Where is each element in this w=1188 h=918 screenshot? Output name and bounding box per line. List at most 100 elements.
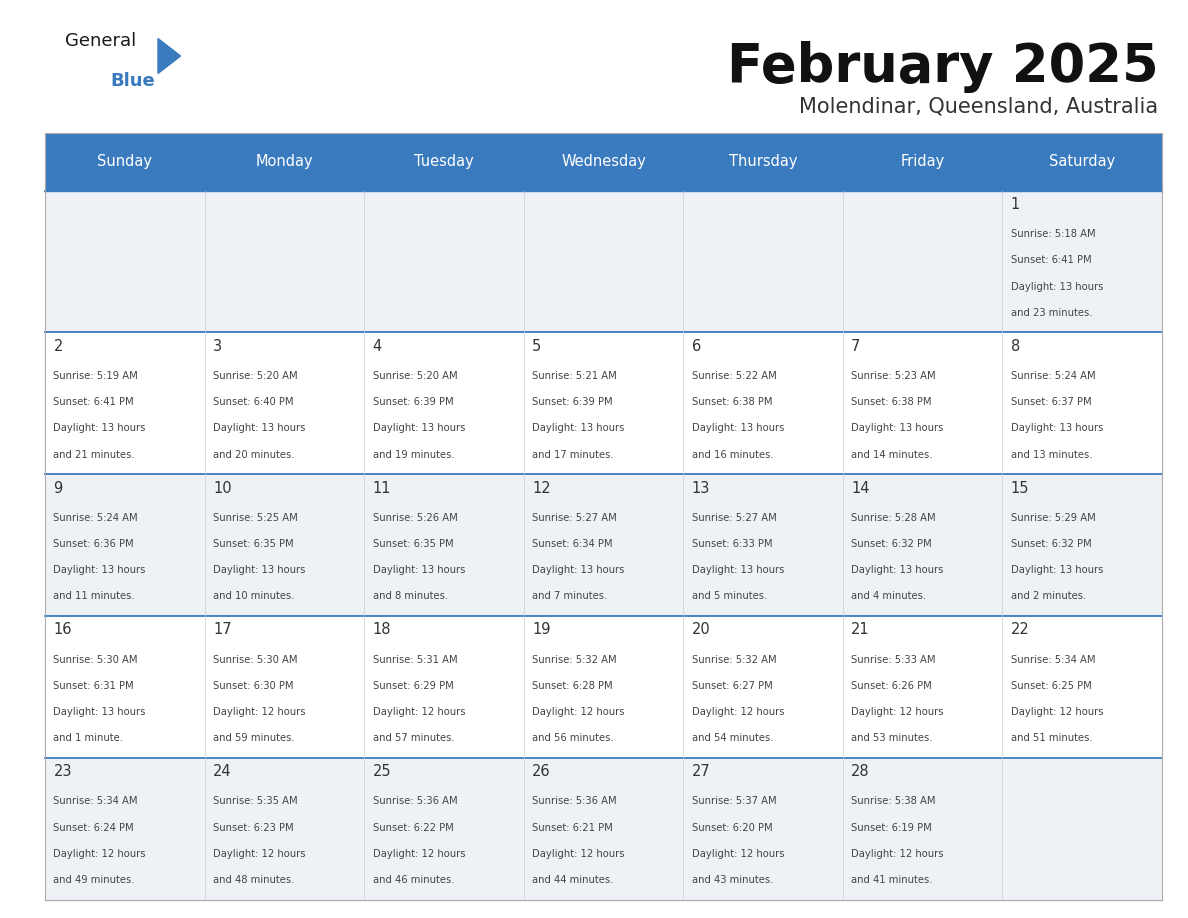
Text: 18: 18 bbox=[373, 622, 391, 637]
Text: Sunset: 6:28 PM: Sunset: 6:28 PM bbox=[532, 681, 613, 691]
Text: and 41 minutes.: and 41 minutes. bbox=[851, 875, 933, 885]
Text: 16: 16 bbox=[53, 622, 72, 637]
Text: 5: 5 bbox=[532, 339, 542, 353]
Text: Sunset: 6:32 PM: Sunset: 6:32 PM bbox=[1011, 539, 1092, 549]
Text: and 4 minutes.: and 4 minutes. bbox=[851, 591, 927, 601]
Text: 22: 22 bbox=[1011, 622, 1029, 637]
Text: Sunrise: 5:32 AM: Sunrise: 5:32 AM bbox=[532, 655, 617, 665]
Text: Daylight: 13 hours: Daylight: 13 hours bbox=[851, 423, 943, 433]
Text: and 49 minutes.: and 49 minutes. bbox=[53, 875, 135, 885]
Bar bbox=[45, 133, 1162, 191]
Bar bbox=[45, 616, 1162, 758]
Text: Daylight: 12 hours: Daylight: 12 hours bbox=[851, 849, 943, 859]
Text: and 8 minutes.: and 8 minutes. bbox=[373, 591, 448, 601]
Text: Sunset: 6:40 PM: Sunset: 6:40 PM bbox=[213, 397, 293, 408]
Text: Sunset: 6:34 PM: Sunset: 6:34 PM bbox=[532, 539, 613, 549]
Text: Sunrise: 5:36 AM: Sunrise: 5:36 AM bbox=[532, 797, 617, 806]
Text: Sunrise: 5:25 AM: Sunrise: 5:25 AM bbox=[213, 513, 298, 522]
Text: and 46 minutes.: and 46 minutes. bbox=[373, 875, 454, 885]
Text: Sunset: 6:39 PM: Sunset: 6:39 PM bbox=[373, 397, 453, 408]
Text: Sunrise: 5:28 AM: Sunrise: 5:28 AM bbox=[851, 513, 936, 522]
Text: Thursday: Thursday bbox=[728, 154, 797, 169]
Text: Sunset: 6:37 PM: Sunset: 6:37 PM bbox=[1011, 397, 1092, 408]
Text: Sunrise: 5:27 AM: Sunrise: 5:27 AM bbox=[532, 513, 617, 522]
Text: Sunset: 6:23 PM: Sunset: 6:23 PM bbox=[213, 823, 293, 833]
Text: Wednesday: Wednesday bbox=[561, 154, 646, 169]
Text: Sunset: 6:24 PM: Sunset: 6:24 PM bbox=[53, 823, 134, 833]
Text: Sunset: 6:29 PM: Sunset: 6:29 PM bbox=[373, 681, 454, 691]
Text: Daylight: 12 hours: Daylight: 12 hours bbox=[1011, 707, 1104, 717]
Text: Sunset: 6:35 PM: Sunset: 6:35 PM bbox=[213, 539, 293, 549]
Text: Daylight: 13 hours: Daylight: 13 hours bbox=[53, 565, 146, 576]
Text: Sunrise: 5:32 AM: Sunrise: 5:32 AM bbox=[691, 655, 776, 665]
Text: Sunrise: 5:31 AM: Sunrise: 5:31 AM bbox=[373, 655, 457, 665]
Text: Sunrise: 5:33 AM: Sunrise: 5:33 AM bbox=[851, 655, 936, 665]
Text: Daylight: 12 hours: Daylight: 12 hours bbox=[691, 849, 784, 859]
Text: Sunrise: 5:20 AM: Sunrise: 5:20 AM bbox=[213, 371, 298, 381]
Text: Daylight: 13 hours: Daylight: 13 hours bbox=[213, 565, 305, 576]
Text: Sunrise: 5:37 AM: Sunrise: 5:37 AM bbox=[691, 797, 776, 806]
Text: and 54 minutes.: and 54 minutes. bbox=[691, 733, 773, 744]
Text: 14: 14 bbox=[851, 481, 870, 496]
Text: and 59 minutes.: and 59 minutes. bbox=[213, 733, 295, 744]
Text: Sunrise: 5:22 AM: Sunrise: 5:22 AM bbox=[691, 371, 776, 381]
Text: 24: 24 bbox=[213, 765, 232, 779]
Text: and 48 minutes.: and 48 minutes. bbox=[213, 875, 295, 885]
Text: Sunset: 6:33 PM: Sunset: 6:33 PM bbox=[691, 539, 772, 549]
Bar bbox=[45, 191, 1162, 332]
Text: Sunset: 6:30 PM: Sunset: 6:30 PM bbox=[213, 681, 293, 691]
Text: and 21 minutes.: and 21 minutes. bbox=[53, 450, 135, 460]
Text: Sunrise: 5:34 AM: Sunrise: 5:34 AM bbox=[53, 797, 138, 806]
Text: Daylight: 13 hours: Daylight: 13 hours bbox=[1011, 423, 1102, 433]
Text: Daylight: 13 hours: Daylight: 13 hours bbox=[691, 565, 784, 576]
Text: 23: 23 bbox=[53, 765, 72, 779]
Text: and 44 minutes.: and 44 minutes. bbox=[532, 875, 613, 885]
Text: 11: 11 bbox=[373, 481, 391, 496]
Text: and 23 minutes.: and 23 minutes. bbox=[1011, 308, 1092, 318]
Text: and 13 minutes.: and 13 minutes. bbox=[1011, 450, 1092, 460]
Text: Daylight: 13 hours: Daylight: 13 hours bbox=[691, 423, 784, 433]
Text: Sunset: 6:31 PM: Sunset: 6:31 PM bbox=[53, 681, 134, 691]
Text: and 16 minutes.: and 16 minutes. bbox=[691, 450, 773, 460]
Text: Sunrise: 5:30 AM: Sunrise: 5:30 AM bbox=[53, 655, 138, 665]
Bar bbox=[45, 475, 1162, 616]
Text: and 11 minutes.: and 11 minutes. bbox=[53, 591, 135, 601]
Text: Sunrise: 5:38 AM: Sunrise: 5:38 AM bbox=[851, 797, 936, 806]
Text: 21: 21 bbox=[851, 622, 870, 637]
Text: Sunset: 6:22 PM: Sunset: 6:22 PM bbox=[373, 823, 454, 833]
Text: 12: 12 bbox=[532, 481, 551, 496]
Text: Sunset: 6:39 PM: Sunset: 6:39 PM bbox=[532, 397, 613, 408]
Bar bbox=[45, 133, 1162, 900]
Text: Sunset: 6:38 PM: Sunset: 6:38 PM bbox=[691, 397, 772, 408]
Text: Sunrise: 5:35 AM: Sunrise: 5:35 AM bbox=[213, 797, 298, 806]
Text: 9: 9 bbox=[53, 481, 63, 496]
Text: Sunset: 6:27 PM: Sunset: 6:27 PM bbox=[691, 681, 772, 691]
Text: General: General bbox=[65, 32, 137, 50]
Text: and 56 minutes.: and 56 minutes. bbox=[532, 733, 614, 744]
Text: Molendinar, Queensland, Australia: Molendinar, Queensland, Australia bbox=[800, 96, 1158, 117]
Text: Daylight: 13 hours: Daylight: 13 hours bbox=[213, 423, 305, 433]
Text: Sunset: 6:41 PM: Sunset: 6:41 PM bbox=[53, 397, 134, 408]
Text: 13: 13 bbox=[691, 481, 710, 496]
Text: Sunrise: 5:24 AM: Sunrise: 5:24 AM bbox=[1011, 371, 1095, 381]
Text: and 5 minutes.: and 5 minutes. bbox=[691, 591, 766, 601]
Polygon shape bbox=[158, 39, 181, 73]
Text: Blue: Blue bbox=[110, 72, 156, 90]
Text: Sunset: 6:25 PM: Sunset: 6:25 PM bbox=[1011, 681, 1092, 691]
Text: and 53 minutes.: and 53 minutes. bbox=[851, 733, 933, 744]
Text: 28: 28 bbox=[851, 765, 870, 779]
Text: 8: 8 bbox=[1011, 339, 1020, 353]
Text: Daylight: 13 hours: Daylight: 13 hours bbox=[1011, 565, 1102, 576]
Text: Sunrise: 5:19 AM: Sunrise: 5:19 AM bbox=[53, 371, 138, 381]
Text: Tuesday: Tuesday bbox=[415, 154, 474, 169]
Bar bbox=[45, 758, 1162, 900]
Text: Sunrise: 5:27 AM: Sunrise: 5:27 AM bbox=[691, 513, 776, 522]
Text: Daylight: 12 hours: Daylight: 12 hours bbox=[373, 707, 465, 717]
Text: and 17 minutes.: and 17 minutes. bbox=[532, 450, 614, 460]
Text: and 1 minute.: and 1 minute. bbox=[53, 733, 124, 744]
Text: Daylight: 12 hours: Daylight: 12 hours bbox=[213, 849, 305, 859]
Text: Daylight: 12 hours: Daylight: 12 hours bbox=[691, 707, 784, 717]
Text: 2: 2 bbox=[53, 339, 63, 353]
Text: Daylight: 12 hours: Daylight: 12 hours bbox=[373, 849, 465, 859]
Bar bbox=[45, 332, 1162, 475]
